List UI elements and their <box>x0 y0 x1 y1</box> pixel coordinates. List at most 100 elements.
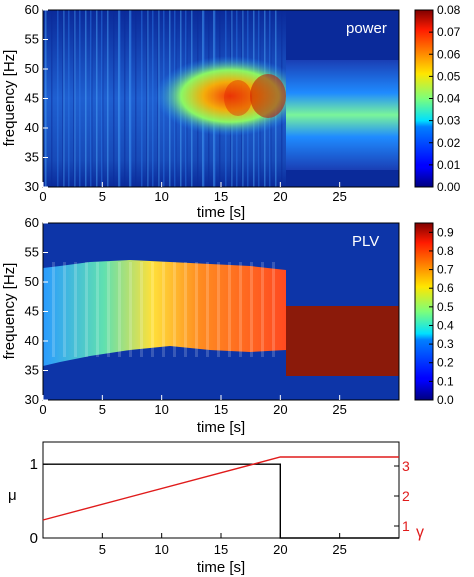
x-tick-label: 20 <box>273 189 287 204</box>
plv-texture-stripe <box>239 262 242 357</box>
plv-texture-stripe <box>74 262 77 357</box>
plv-texture-stripe <box>96 262 99 357</box>
power-texture-stripe <box>130 10 132 187</box>
y-tick-label: 40 <box>25 120 39 135</box>
power-texture-stripe <box>96 10 98 187</box>
plv-ylabel: frequency [Hz] <box>1 263 18 360</box>
colorbar-tick-label: 0.00 <box>437 180 461 194</box>
y-tick-label: 45 <box>25 91 39 106</box>
power-texture-stripe <box>91 10 93 187</box>
y-tick-label: 30 <box>25 392 39 407</box>
power-panel-label: power <box>346 20 387 37</box>
y-tick-label: 60 <box>25 215 39 230</box>
power-texture-stripe <box>113 10 115 187</box>
power-texture-stripe <box>85 10 87 187</box>
plv-texture-stripe <box>118 262 121 357</box>
plv-texture-stripe <box>261 262 264 357</box>
y-tick-label: 0 <box>30 530 38 547</box>
power-texture-stripe <box>73 10 75 187</box>
y-tick-label: 60 <box>25 2 39 17</box>
colorbar-tick-label: 0.5 <box>437 300 454 314</box>
plv-panel: PLV 0 5 10 15 20 25 30 35 40 45 50 55 60 time [s] fr… <box>1 215 454 436</box>
mu-series-line <box>43 463 399 539</box>
colorbar-tick-label: 0.1 <box>437 374 454 388</box>
control-y2label: γ <box>416 524 424 541</box>
power-texture-stripe <box>79 10 81 187</box>
plv-texture-stripe <box>217 262 220 357</box>
colorbar-tick-label: 0.3 <box>437 337 454 351</box>
colorbar-tick-label: 0.04 <box>437 92 461 106</box>
plv-texture-stripe <box>184 262 187 357</box>
plv-texture-stripe <box>85 262 88 357</box>
power-texture-stripe <box>68 10 70 187</box>
plv-axes: 0 5 10 15 20 25 30 35 40 45 50 55 60 <box>25 215 347 417</box>
plv-texture-stripe <box>151 262 154 357</box>
colorbar-tick-label: 0.2 <box>437 356 454 370</box>
power-texture-stripe <box>107 10 109 187</box>
power-axes: 0 5 10 15 20 25 30 35 40 45 50 55 60 <box>25 2 347 204</box>
power-texture-stripe <box>124 10 126 187</box>
y-tick-label: 55 <box>25 32 39 47</box>
power-texture-stripe <box>147 10 149 187</box>
plv-texture-stripe <box>52 262 55 357</box>
plv-texture-stripe <box>107 262 110 357</box>
colorbar-tick-label: 0.7 <box>437 263 454 277</box>
plv-texture-stripe <box>173 262 176 357</box>
plv-colorbar <box>414 222 434 401</box>
power-colorbar-ticks: 0.00 0.01 0.02 0.03 0.04 0.05 0.06 0.07 0.08 <box>429 3 461 194</box>
control-xlabel: time [s] <box>197 559 245 576</box>
y-tick-label: 50 <box>25 61 39 76</box>
x-tick-label: 15 <box>214 402 228 417</box>
plv-texture-stripe <box>129 262 132 357</box>
y-tick-label: 30 <box>25 179 39 194</box>
power-texture-stripe <box>62 10 64 187</box>
colorbar-tick-label: 0.02 <box>437 136 461 150</box>
power-xlabel: time [s] <box>197 204 245 221</box>
gamma-series-line <box>42 456 399 521</box>
y-tick-label: 35 <box>25 150 39 165</box>
power-texture-stripe <box>102 10 104 187</box>
y-tick-label: 45 <box>25 304 39 319</box>
control-ylabel: μ <box>8 487 17 504</box>
plv-texture-stripe <box>228 262 231 357</box>
x-tick-label: 25 <box>332 189 346 204</box>
y2-tick-label: 2 <box>402 488 410 504</box>
control-lines <box>42 456 399 539</box>
plv-texture-stripe <box>162 262 165 357</box>
plv-colorbar-ticks: 0.0 0.1 0.2 0.3 0.4 0.5 0.6 0.7 0.8 0.9 <box>429 225 454 407</box>
x-tick-label: 0 <box>39 189 46 204</box>
y-tick-label: 1 <box>30 456 38 473</box>
x-tick-label: 25 <box>332 542 346 557</box>
x-tick-label: 5 <box>99 189 106 204</box>
y2-tick-label: 1 <box>402 518 410 534</box>
plv-texture-stripe <box>206 262 209 357</box>
colorbar-tick-label: 0.4 <box>437 318 454 332</box>
colorbar-tick-label: 0.9 <box>437 225 454 239</box>
x-tick-label: 20 <box>273 402 287 417</box>
plv-texture-stripe <box>195 262 198 357</box>
plv-xlabel: time [s] <box>197 419 245 436</box>
power-texture-stripe <box>152 10 154 187</box>
colorbar-tick-label: 0.08 <box>437 3 461 17</box>
power-texture-stripe <box>118 10 120 187</box>
x-tick-label: 5 <box>99 402 106 417</box>
x-tick-label: 10 <box>154 542 168 557</box>
plv-heatmap <box>43 223 399 400</box>
colorbar-tick-label: 0.0 <box>437 393 454 407</box>
x-tick-label: 5 <box>99 542 106 557</box>
power-texture-stripe <box>141 10 143 187</box>
x-tick-label: 10 <box>154 402 168 417</box>
x-tick-label: 25 <box>332 402 346 417</box>
power-texture-stripe <box>63 10 65 187</box>
plv-texture-stripe <box>272 262 275 357</box>
colorbar-tick-label: 0.6 <box>437 281 454 295</box>
plv-panel-label: PLV <box>352 233 379 250</box>
colorbar-tick-label: 0.06 <box>437 47 461 61</box>
power-texture-stripe <box>129 10 131 187</box>
y-tick-label: 35 <box>25 363 39 378</box>
colorbar-tick-label: 0.05 <box>437 69 461 83</box>
power-heatmap <box>43 10 399 187</box>
power-texture-stripe <box>90 10 92 187</box>
y-tick-label: 50 <box>25 274 39 289</box>
